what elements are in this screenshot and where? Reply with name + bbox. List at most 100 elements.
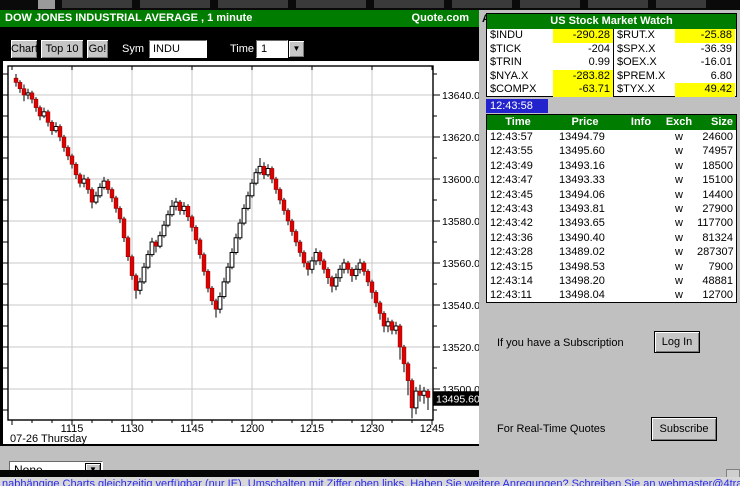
market-watch-row: $TRIN 0.99 $OEX.X -16.01 [487,56,736,70]
provider-label: Quote.com [411,12,469,24]
time-and-sales-header: Time Price Info Exch Size [487,115,736,130]
candle-body [245,195,251,209]
browser-button[interactable] [520,0,580,8]
candle-body [13,77,19,83]
candle-body [69,155,75,165]
browser-button[interactable] [218,0,288,8]
candle-body [193,227,199,241]
candle-body [329,277,335,287]
top10-button[interactable]: Top 10 [40,39,84,59]
index-change: -283.82 [553,69,613,84]
browser-button[interactable] [588,0,648,8]
svg-text:1215: 1215 [300,423,324,435]
candle-body [285,210,291,222]
candle-body [37,107,43,117]
candle-body [305,262,311,270]
candle-body [137,281,143,291]
quote-timestamp: 12:43:58 [486,99,548,113]
candle-body [413,390,419,409]
browser-button[interactable] [140,0,210,8]
time-select[interactable]: 1 [256,40,288,58]
index-symbol: $PREM.X [613,69,675,84]
candle-body [325,269,331,279]
candle-body [401,346,407,365]
browser-button[interactable] [38,0,55,9]
candle-body [345,262,351,270]
browser-button[interactable] [296,0,366,8]
tape-column-header: Time [505,116,531,128]
browser-button[interactable] [62,0,132,8]
browser-button[interactable] [656,0,706,8]
svg-text:1145: 1145 [180,423,204,435]
candle-body [73,164,79,176]
index-symbol: $TRIN [490,56,522,69]
symbol-input[interactable] [149,40,207,58]
subscribe-button[interactable]: Subscribe [651,417,717,441]
candle-body [321,260,327,270]
candle-body [61,136,67,148]
svg-text:1115: 1115 [61,423,84,435]
candle-body [161,224,167,237]
market-watch-row: $INDU -290.28 $RUT.X -25.88 [487,29,736,43]
candle-body [17,82,23,89]
market-watch-panel: A US Stock Market Watch $INDU -290.28$RUT… [479,10,740,479]
go-button[interactable]: Go! [86,39,109,59]
provider-tag: A [482,13,490,25]
tape-column-header: Price [571,116,599,128]
svg-text:13640.00: 13640.00 [442,90,479,102]
tape-row: 12:43:42 13493.65 w 117700 [490,217,733,230]
svg-text:07-26 Thursday: 07-26 Thursday [10,433,87,445]
time-and-sales-table: Time Price Info Exch Size 12:43:57 13494.79 w 2… [486,114,737,303]
candle-body [129,256,135,276]
tape-column-header: Exch [665,116,693,128]
candle-body [229,252,235,268]
time-select-arrow-icon[interactable]: ▼ [288,40,305,58]
candle-body [389,321,395,331]
tape-row: 12:43:55 13495.60 w 74957 [490,145,733,158]
svg-text:13520.00: 13520.00 [442,342,479,354]
candle-body [77,174,83,184]
browser-button[interactable] [452,0,512,8]
browser-button[interactable] [374,0,444,8]
candle-body [65,147,71,157]
tape-row: 12:43:45 13494.06 w 14400 [490,188,733,201]
candle-body [217,296,223,310]
candle-body [253,172,259,184]
svg-text:1245: 1245 [420,423,444,435]
candle-body [145,254,151,268]
candle-body [357,262,363,270]
time-label: Time [230,43,255,55]
footer-link[interactable]: nabhängige Charts gleichzeitig verfügbar… [2,478,740,486]
index-change: 6.80 [710,69,732,82]
candle-body [385,321,391,327]
candle-body [133,275,139,291]
candle-body [337,268,343,279]
tape-column-header: Info [630,116,652,128]
market-watch-row: $NYA.X -283.82 $PREM.X 6.80 [487,69,736,84]
candle-body [301,252,307,264]
log-in-button[interactable]: Log In [654,331,700,353]
candle-body [93,195,99,203]
chart-button[interactable]: Chart [10,39,38,59]
svg-text:13540.00: 13540.00 [442,300,479,312]
candle-body [361,262,367,272]
candle-body [233,237,239,254]
svg-text:1230: 1230 [360,423,384,435]
chart-window: DOW JONES INDUSTRIAL AVERAGE , 1 minute … [0,10,486,480]
candle-body [377,302,383,314]
index-change: -63.71 [553,83,613,97]
index-symbol: $COMPX [490,83,537,96]
tape-row: 12:43:47 13493.33 w 15100 [490,174,733,187]
candle-body [293,231,299,243]
candle-body [149,241,155,256]
candle-body [393,325,399,331]
market-watch-table: US Stock Market Watch $INDU -290.28 $RUT.X… [486,13,737,97]
candle-body [225,266,231,283]
index-change: -204 [587,42,610,55]
svg-text:13620.00: 13620.00 [442,132,479,144]
tape-row: 12:43:11 13498.04 w 12700 [490,289,733,302]
last-price-label: 13495.60 [436,394,479,406]
candle-body [117,208,123,220]
index-symbol: $TICK [490,42,522,55]
candle-body [221,281,227,298]
